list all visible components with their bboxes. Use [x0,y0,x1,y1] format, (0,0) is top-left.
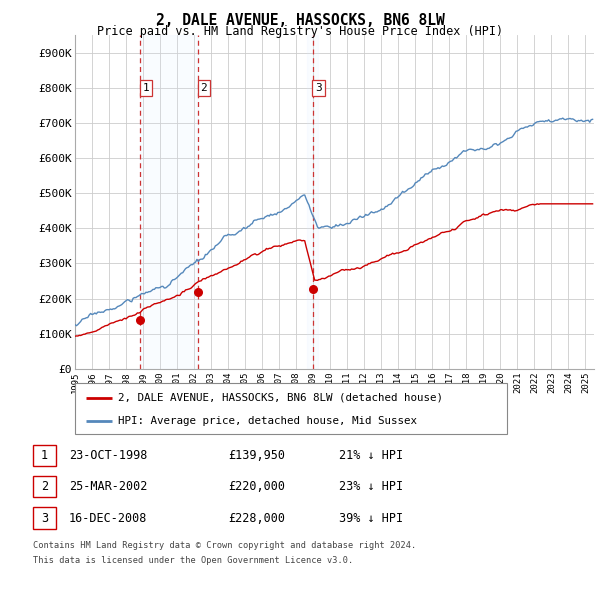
Text: Price paid vs. HM Land Registry's House Price Index (HPI): Price paid vs. HM Land Registry's House … [97,25,503,38]
Text: 2, DALE AVENUE, HASSOCKS, BN6 8LW: 2, DALE AVENUE, HASSOCKS, BN6 8LW [155,13,445,28]
Bar [307,35,317,369]
Text: 3: 3 [315,83,322,93]
Text: 21% ↓ HPI: 21% ↓ HPI [339,449,403,462]
FancyBboxPatch shape [75,384,507,434]
Text: 2: 2 [200,83,208,93]
Point [135,315,145,324]
Text: 25-MAR-2002: 25-MAR-2002 [69,480,148,493]
Text: Contains HM Land Registry data © Crown copyright and database right 2024.: Contains HM Land Registry data © Crown c… [33,541,416,550]
Text: HPI: Average price, detached house, Mid Sussex: HPI: Average price, detached house, Mid … [118,416,417,426]
Text: 1: 1 [41,449,48,462]
Text: 39% ↓ HPI: 39% ↓ HPI [339,512,403,525]
Text: 16-DEC-2008: 16-DEC-2008 [69,512,148,525]
Point [308,284,317,293]
Text: 23-OCT-1998: 23-OCT-1998 [69,449,148,462]
Text: £220,000: £220,000 [228,480,285,493]
Text: £139,950: £139,950 [228,449,285,462]
Text: 3: 3 [41,512,48,525]
Text: 2: 2 [41,480,48,493]
Text: 2, DALE AVENUE, HASSOCKS, BN6 8LW (detached house): 2, DALE AVENUE, HASSOCKS, BN6 8LW (detac… [118,392,443,402]
Text: £228,000: £228,000 [228,512,285,525]
Text: This data is licensed under the Open Government Licence v3.0.: This data is licensed under the Open Gov… [33,556,353,565]
Bar [140,35,198,369]
Point [193,287,203,296]
Text: 23% ↓ HPI: 23% ↓ HPI [339,480,403,493]
Text: 1: 1 [142,83,149,93]
